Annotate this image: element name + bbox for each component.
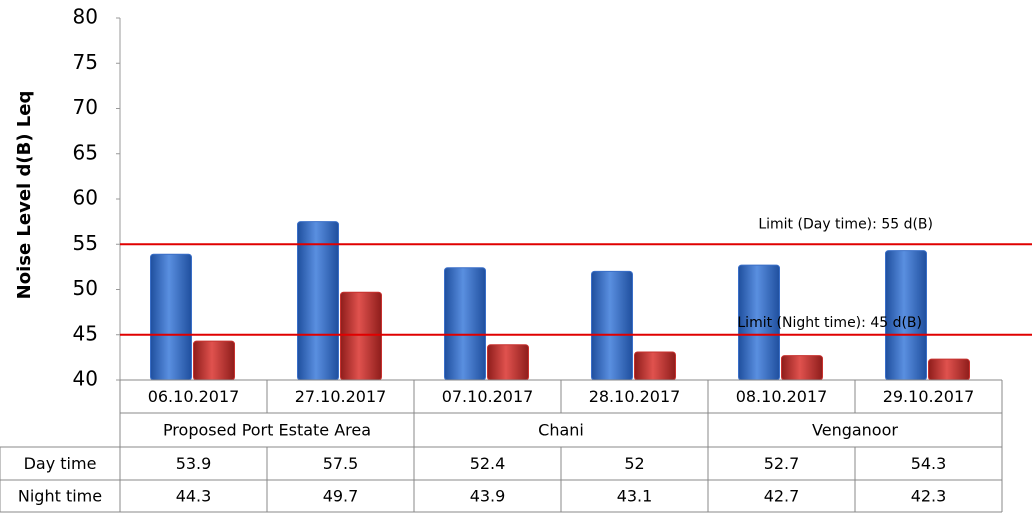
y-tick-label: 45 (73, 321, 98, 345)
bar (444, 267, 486, 381)
limit-label: Limit (Night time): 45 d(B) (737, 315, 922, 331)
table-value: 57.5 (323, 454, 359, 473)
bar (297, 221, 339, 381)
table-value: 42.7 (764, 487, 800, 506)
bar (634, 351, 676, 381)
y-tick-label: 70 (73, 95, 98, 119)
bar (781, 355, 823, 381)
table-value: 44.3 (176, 487, 212, 506)
legend-label: Day time (24, 454, 97, 473)
x-tick-label: 27.10.2017 (295, 387, 387, 406)
y-tick-label: 55 (73, 231, 98, 255)
limit-label: Limit (Day time): 55 d(B) (758, 216, 933, 232)
group-label: Chani (538, 421, 584, 440)
legend-label: Night time (18, 487, 102, 506)
bar (928, 358, 970, 381)
table-value: 52 (624, 454, 644, 473)
group-label: Venganoor (812, 421, 898, 440)
table-value: 52.7 (764, 454, 800, 473)
x-tick-label: 08.10.2017 (736, 387, 828, 406)
table-value: 52.4 (470, 454, 506, 473)
bar (591, 270, 633, 381)
x-tick-label: 07.10.2017 (442, 387, 534, 406)
table-value: 43.1 (617, 487, 653, 506)
y-tick-label: 75 (73, 50, 98, 74)
x-tick-label: 28.10.2017 (589, 387, 681, 406)
y-tick-label: 50 (73, 276, 98, 300)
y-tick-label: 80 (73, 5, 98, 29)
y-tick-label: 60 (73, 186, 98, 210)
x-tick-label: 29.10.2017 (883, 387, 975, 406)
table-value: 43.9 (470, 487, 506, 506)
table-value: 49.7 (323, 487, 359, 506)
y-tick-label: 40 (73, 367, 98, 391)
group-label: Proposed Port Estate Area (163, 421, 371, 440)
y-tick-label: 65 (73, 140, 98, 164)
bar (487, 344, 529, 381)
bar (193, 340, 235, 381)
x-tick-label: 06.10.2017 (148, 387, 240, 406)
bar (150, 253, 192, 381)
table-value: 53.9 (176, 454, 212, 473)
y-axis-title: Noise Level d(B) Leq (14, 91, 35, 300)
table-value: 42.3 (911, 487, 947, 506)
bar (340, 291, 382, 381)
table-value: 54.3 (911, 454, 947, 473)
